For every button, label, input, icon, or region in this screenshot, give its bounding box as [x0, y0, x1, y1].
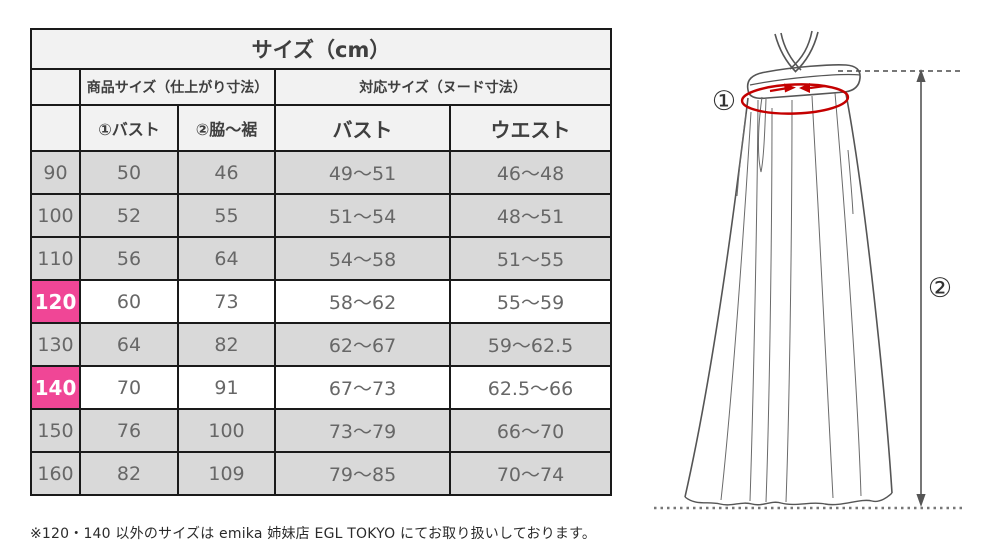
skirt-folds: [720, 92, 862, 503]
footnote: ※120・140 以外のサイズは emika 姉妹店 EGL TOKYO にてお…: [30, 526, 597, 542]
table-row: 150 76 100 73～79 66～70: [30, 408, 612, 453]
bust-measure-ellipse: [740, 83, 850, 115]
corner-cell: [30, 68, 81, 106]
size-label: 120: [30, 279, 81, 324]
size-label: 90: [30, 150, 81, 195]
group-header-row: 商品サイズ（仕上がり寸法） 対応サイズ（ヌード寸法）: [30, 68, 612, 106]
value-cell: 62.5～66: [449, 365, 612, 410]
value-cell: 76: [79, 408, 179, 453]
size-label: 140: [30, 365, 81, 410]
table-row: 100 52 55 51～54 48～51: [30, 193, 612, 238]
size-label: 110: [30, 236, 81, 281]
col-header-side-to-hem: ②脇～裾: [177, 104, 276, 152]
size-table-body: 90 50 46 49～51 46～48 100 52 55 51～54 48～51 110 56 64…: [30, 150, 612, 496]
value-cell: 64: [177, 236, 276, 281]
size-label: 160: [30, 451, 81, 496]
value-cell: 49～51: [274, 150, 451, 195]
value-cell: 60: [79, 279, 179, 324]
table-title: サイズ（cm）: [30, 28, 612, 70]
table-row: 160 82 109 79～85 70～74: [30, 451, 612, 496]
value-cell: 55～59: [449, 279, 612, 324]
value-cell: 70～74: [449, 451, 612, 496]
bust-measure: [740, 83, 850, 115]
group-header-nude-size: 対応サイズ（ヌード寸法）: [274, 68, 612, 106]
value-cell: 46: [177, 150, 276, 195]
value-cell: 48～51: [449, 193, 612, 238]
value-cell: 100: [177, 408, 276, 453]
table-title-row: サイズ（cm）: [30, 28, 612, 70]
value-cell: 52: [79, 193, 179, 238]
value-cell: 56: [79, 236, 179, 281]
bust-width-arrows-icon: [769, 83, 826, 93]
value-cell: 82: [79, 451, 179, 496]
table-row: 140 70 91 67～73 62.5～66: [30, 365, 612, 410]
value-cell: 82: [177, 322, 276, 367]
dress-diagram: ① ②: [654, 30, 964, 510]
value-cell: 91: [177, 365, 276, 410]
value-cell: 46～48: [449, 150, 612, 195]
table-row: 120 60 73 58～62 55～59: [30, 279, 612, 324]
value-cell: 50: [79, 150, 179, 195]
value-cell: 58～62: [274, 279, 451, 324]
corner-cell: [30, 104, 81, 152]
measure-guides: [654, 69, 964, 510]
value-cell: 70: [79, 365, 179, 410]
halter-straps: [774, 33, 797, 73]
bodice-band: [746, 64, 861, 100]
size-label: 130: [30, 322, 81, 367]
value-cell: 54～58: [274, 236, 451, 281]
value-cell: 64: [79, 322, 179, 367]
table-row: 130 64 82 62～67 59～62.5: [30, 322, 612, 367]
dress-outline: [684, 30, 893, 506]
value-cell: 62～67: [274, 322, 451, 367]
label-circle-1: ①: [712, 86, 736, 117]
table-row: 90 50 46 49～51 46～48: [30, 150, 612, 195]
value-cell: 66～70: [449, 408, 612, 453]
value-cell: 73: [177, 279, 276, 324]
size-label: 100: [30, 193, 81, 238]
length-arrow: [916, 69, 926, 507]
column-header-row: ①バスト ②脇～裾 バスト ウエスト: [30, 104, 612, 152]
value-cell: 109: [177, 451, 276, 496]
table-row: 110 56 64 54～58 51～55: [30, 236, 612, 281]
group-header-product-size: 商品サイズ（仕上がり寸法）: [79, 68, 276, 106]
col-header-bust-nude: バスト: [274, 104, 451, 152]
col-header-waist-nude: ウエスト: [449, 104, 612, 152]
label-circle-2: ②: [928, 273, 952, 304]
value-cell: 59～62.5: [449, 322, 612, 367]
col-header-bust-product: ①バスト: [79, 104, 179, 152]
value-cell: 51～55: [449, 236, 612, 281]
value-cell: 67～73: [274, 365, 451, 410]
value-cell: 73～79: [274, 408, 451, 453]
value-cell: 79～85: [274, 451, 451, 496]
value-cell: 51～54: [274, 193, 451, 238]
value-cell: 55: [177, 193, 276, 238]
size-label: 150: [30, 408, 81, 453]
size-chart-table: サイズ（cm） 商品サイズ（仕上がり寸法） 対応サイズ（ヌード寸法） ①バスト …: [30, 28, 612, 496]
